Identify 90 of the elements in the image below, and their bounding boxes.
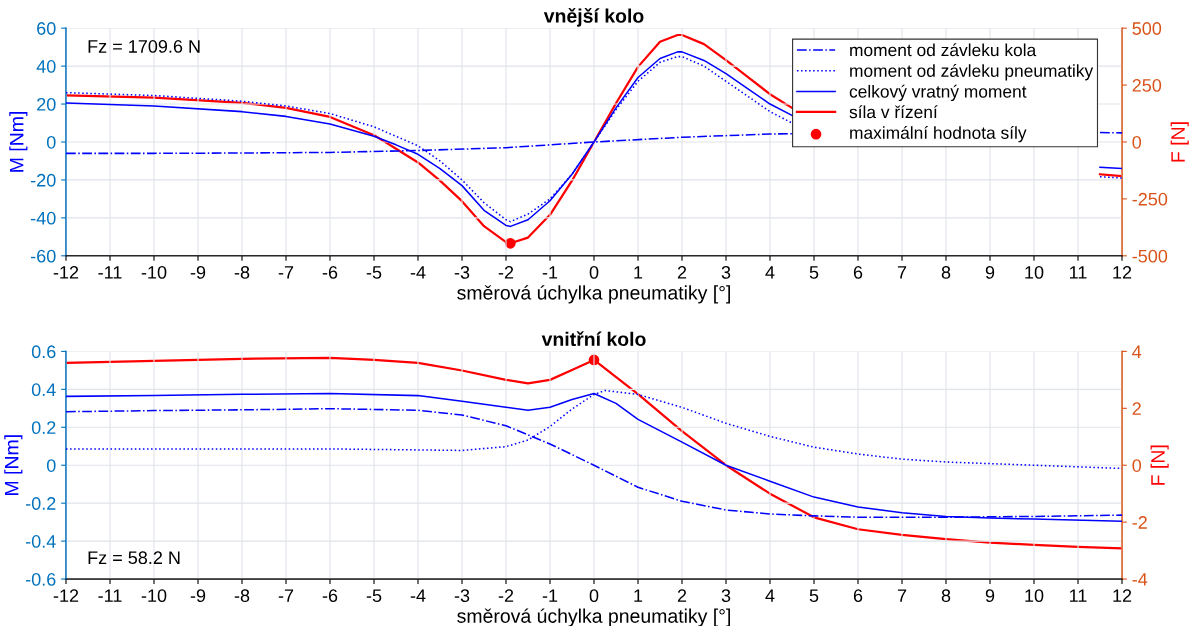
y-tick-label: -0.4 [25, 535, 56, 548]
y2-tick-label: -250 [1132, 192, 1168, 206]
x-tick-label: 5 [809, 589, 819, 603]
x-tick-label: -8 [234, 266, 250, 279]
chart-title: vnitřní kolo [541, 331, 646, 347]
x-tick-label: 10 [1025, 266, 1044, 279]
x-axis-title: směrová úchylka pneumatiky [°] [457, 608, 730, 626]
x-tick-label: 10 [1025, 589, 1044, 603]
x-tick-label: -12 [53, 266, 79, 279]
annotation: Fz = 58.2 N [88, 551, 180, 565]
x-tick-label: 11 [1070, 266, 1087, 279]
x-tick-label: 12 [1113, 266, 1132, 279]
x-axis-title: směrová úchylka pneumatiky [°] [457, 285, 730, 304]
x-tick-label: 9 [985, 266, 995, 279]
x-tick-label: 2 [677, 589, 687, 602]
legend-label: moment od závleku kola [850, 43, 1037, 57]
x-tick-label: 3 [721, 266, 731, 279]
y-tick-label: 40 [36, 60, 56, 73]
x-tick-label: -1 [542, 266, 558, 279]
y2-tick-label: -500 [1132, 249, 1168, 263]
x-tick-label: 6 [853, 266, 863, 279]
y-tick-label: 0.4 [31, 383, 56, 397]
x-tick-label: -3 [454, 266, 470, 279]
x-tick-label: -5 [366, 266, 382, 279]
x-tick-label: -10 [141, 266, 167, 279]
x-tick-label: -9 [190, 266, 206, 279]
x-tick-label: 8 [941, 266, 951, 279]
y-tick-label: -40 [30, 211, 56, 225]
x-tick-label: 0 [589, 266, 599, 279]
legend-label: maximální hodnota síly [850, 125, 1027, 143]
x-tick-label: 8 [941, 589, 951, 603]
y-tick-label: -20 [30, 173, 56, 187]
x-tick-label: -7 [278, 266, 294, 279]
x-tick-label: 7 [897, 266, 907, 279]
y2-tick-label: 4 [1132, 345, 1142, 358]
x-tick-label: 2 [677, 266, 687, 279]
annotation: Fz = 1709.6 N [88, 40, 200, 53]
x-tick-label: 5 [809, 266, 819, 279]
y-tick-label: 0 [46, 459, 56, 472]
x-tick-label: -11 [98, 266, 122, 279]
y2-axis-title: F [N] [1150, 445, 1169, 485]
y2-tick-label: -2 [1132, 516, 1147, 529]
x-tick-label: 4 [765, 589, 775, 602]
y2-axis-title: F [N] [1170, 122, 1189, 162]
x-tick-label: 4 [765, 266, 775, 279]
x-tick-label: -6 [322, 589, 338, 603]
x-tick-label: -11 [98, 589, 122, 602]
x-tick-label: 11 [1070, 589, 1087, 602]
y2-tick-label: 500 [1132, 22, 1162, 35]
series-label: síla v řízení [849, 105, 938, 119]
y2-tick-label: 250 [1132, 79, 1162, 92]
x-tick-label: 3 [721, 589, 731, 603]
x-tick-label: -8 [234, 589, 250, 603]
y-tick-label: 0.2 [31, 421, 56, 435]
y2-tick-label: 2 [1132, 402, 1141, 415]
legend-label: celkový vratný moment [849, 84, 1027, 102]
x-tick-label: -4 [410, 266, 426, 279]
x-tick-label: 1 [634, 589, 643, 602]
chart-title: vnější kolo [543, 8, 644, 27]
x-tick-label: -5 [366, 589, 382, 603]
x-tick-label: -6 [322, 266, 338, 279]
y-tick-label: -0.6 [25, 572, 56, 586]
x-tick-label: -9 [190, 589, 206, 603]
x-tick-label: 7 [897, 589, 907, 602]
y-tick-label: 0.6 [31, 345, 56, 359]
x-tick-label: 12 [1113, 589, 1132, 602]
x-tick-label: -3 [454, 589, 470, 603]
y-axis-title: M [Nm] [9, 112, 28, 172]
y-tick-label: 60 [37, 22, 56, 35]
y2-tick-label: 0 [1132, 135, 1142, 149]
x-tick-label: 1 [634, 266, 643, 279]
x-tick-label: 9 [985, 589, 995, 603]
x-tick-label: -7 [278, 589, 294, 602]
x-tick-label: -10 [141, 589, 167, 603]
x-tick-label: -12 [53, 589, 79, 602]
line-series [66, 356, 1122, 550]
x-tick-label: 0 [589, 589, 599, 603]
y-tick-label: -60 [30, 249, 56, 263]
y-tick-label: -0.2 [25, 497, 56, 510]
x-tick-label: -1 [542, 589, 558, 602]
y2-tick-label: 0 [1132, 459, 1142, 472]
x-tick-label: -2 [498, 266, 514, 279]
y-axis-title: M [Nm] [4, 435, 23, 495]
y-tick-label: 0 [46, 135, 56, 149]
y2-tick-label: -4 [1132, 573, 1148, 586]
x-tick-label: -2 [498, 589, 514, 602]
y-tick-label: 20 [37, 97, 56, 111]
legend-label: moment od závleku pneumatiky [850, 63, 1094, 81]
x-tick-label: 6 [853, 589, 863, 603]
x-tick-label: -4 [410, 589, 426, 602]
